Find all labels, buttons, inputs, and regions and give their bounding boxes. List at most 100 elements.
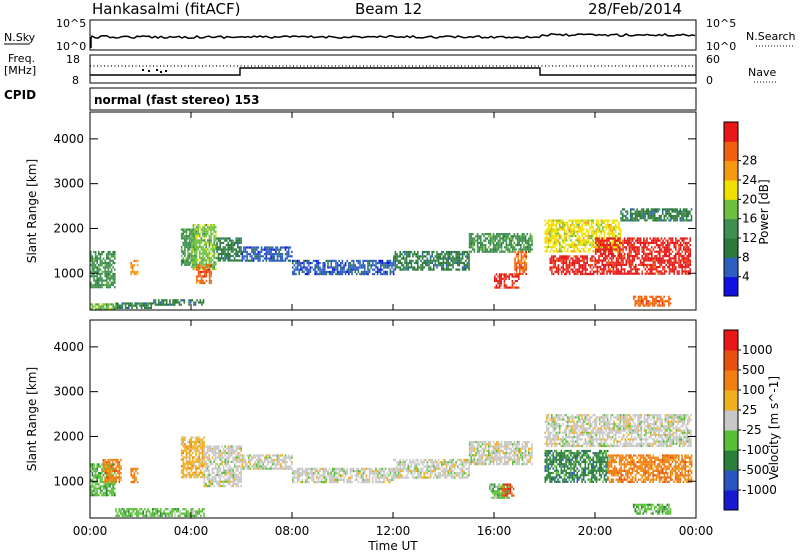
colorbar-swatch: [724, 450, 738, 471]
colorbar-tick-label: 12: [742, 231, 757, 245]
freq-tick-bottom: 8: [72, 74, 79, 87]
nsearch-tick-top: 10^5: [706, 17, 736, 30]
colorbar-tick-label: 8: [742, 250, 750, 264]
power-region-13: [494, 273, 520, 289]
nsky-panel: N.Sky 10^5 10^0 10^5 10^0 N.Search: [4, 17, 796, 53]
colorbar-swatch: [724, 350, 738, 371]
colorbar-swatch: [724, 370, 738, 391]
power-region-14: [514, 250, 527, 276]
velocity-region-8: [393, 458, 470, 479]
power-region-8: [216, 237, 242, 262]
power-region-9: [241, 246, 293, 262]
cpid-text: normal (fast stereo) 153: [94, 93, 260, 107]
power-colorbar: 4 8 12 16 20 24 28: [723, 121, 757, 297]
colorbar-swatch: [724, 390, 738, 411]
power-region-2: [115, 302, 154, 309]
velocity-region-5: [203, 445, 242, 488]
x-tick-label: 04:00: [174, 524, 209, 538]
x-tick-label: 00:00: [679, 524, 714, 538]
velocity-region-15: [632, 503, 672, 515]
beam-label: Beam 12: [355, 0, 422, 18]
colorbar-tick-label: -100: [742, 443, 769, 457]
power-region-1: [90, 250, 116, 289]
power-axes: 1000 2000 3000 4000: [53, 112, 697, 310]
y-tick-label: 3000: [53, 177, 84, 191]
colorbar-swatch: [724, 410, 738, 431]
freq-trace: [90, 67, 696, 76]
colorbar-swatch: [724, 122, 738, 142]
power-region-7: [196, 264, 212, 285]
nsky-tick-bottom: 10^0: [56, 40, 86, 53]
freq-unit: [MHz]: [4, 64, 36, 77]
y-tick-label: 1000: [53, 474, 84, 488]
colorbar-tick-label: -1000: [742, 483, 777, 497]
colorbar-swatch: [724, 218, 738, 239]
x-tick-label: 00:00: [73, 524, 108, 538]
power-colorbar-label: Power [dB]: [757, 179, 771, 244]
nave-tick-top: 60: [706, 53, 720, 66]
date-label: 28/Feb/2014: [588, 0, 682, 18]
x-tick-label: 12:00: [376, 524, 411, 538]
colorbar-swatch: [724, 330, 738, 351]
freq-panel: Freq. [MHz] 18 8 60 0 Nave CPID: [4, 52, 778, 102]
nave-label: Nave: [748, 66, 776, 79]
y-tick-label: 4000: [53, 132, 84, 146]
nsky-label: N.Sky: [4, 31, 36, 44]
colorbar-swatch: [724, 257, 738, 278]
colorbar-tick-label: 500: [742, 363, 765, 377]
freq-scatter-dots: [142, 69, 167, 73]
colorbar-tick-label: -25: [742, 423, 762, 437]
freq-frame: [89, 54, 697, 84]
colorbar-tick-label: 4: [742, 270, 750, 284]
power-region-12: [468, 233, 533, 253]
velocity-axes: 00:00 04:00 08:00 12:00 16:00 20:00 00:00 1000 2…: [53, 320, 713, 538]
x-tick-label: 20:00: [578, 524, 613, 538]
power-region-0: [90, 303, 121, 310]
colorbar-tick-label: 1000: [742, 343, 773, 357]
nsky-tick-top: 10^5: [56, 17, 86, 30]
y-tick-label: 3000: [53, 385, 84, 399]
colorbar-tick-label: -500: [742, 463, 769, 477]
velocity-region-7: [292, 467, 395, 484]
y-tick-label: 2000: [53, 429, 84, 443]
velocity-heatmap: [90, 414, 693, 517]
power-region-3: [153, 299, 205, 306]
colorbar-swatch: [724, 180, 738, 200]
power-frame: [89, 111, 697, 311]
colorbar-swatch: [724, 238, 738, 258]
nsearch-label: N.Search: [746, 30, 796, 43]
cpid-label: CPID: [4, 88, 36, 102]
nave-tick-bottom: 0: [706, 74, 713, 87]
velocity-region-13: [607, 454, 693, 483]
power-heatmap: [90, 208, 693, 310]
colorbar-swatch: [724, 199, 738, 220]
power-ylabel: Slant Range [km]: [25, 159, 39, 263]
power-region-18: [620, 208, 693, 222]
x-tick-label: 16:00: [477, 524, 512, 538]
colorbar-swatch: [724, 470, 738, 491]
velocity-region-11: [501, 483, 515, 497]
y-tick-label: 4000: [53, 340, 84, 354]
colorbar-swatch: [724, 430, 738, 451]
station-title: Hankasalmi (fitACF): [92, 0, 240, 18]
freq-label: Freq.: [8, 52, 35, 65]
velocity-region-9: [468, 441, 533, 466]
y-tick-label: 1000: [53, 266, 84, 280]
colorbar-tick-label: 20: [742, 192, 757, 206]
nsky-frame: [89, 19, 697, 51]
cpid-frame: [89, 87, 697, 111]
power-region-16: [549, 255, 596, 276]
cpid-panel: normal (fast stereo) 153: [89, 87, 697, 111]
colorbar-tick-label: 24: [742, 173, 757, 187]
velocity-region-12: [544, 449, 609, 483]
nsearch-tick-bottom: 10^0: [706, 40, 736, 53]
velocity-colorbar-label: Velocity [m s^-1]: [767, 376, 781, 480]
nsky-trace: [90, 33, 696, 48]
power-region-17: [595, 237, 691, 275]
velocity-region-14: [544, 414, 692, 448]
velocity-region-2: [115, 508, 205, 517]
velocity-region-1: [102, 458, 122, 484]
colorbar-tick-label: 28: [742, 154, 757, 168]
velocity-ylabel: Slant Range [km]: [25, 367, 39, 471]
